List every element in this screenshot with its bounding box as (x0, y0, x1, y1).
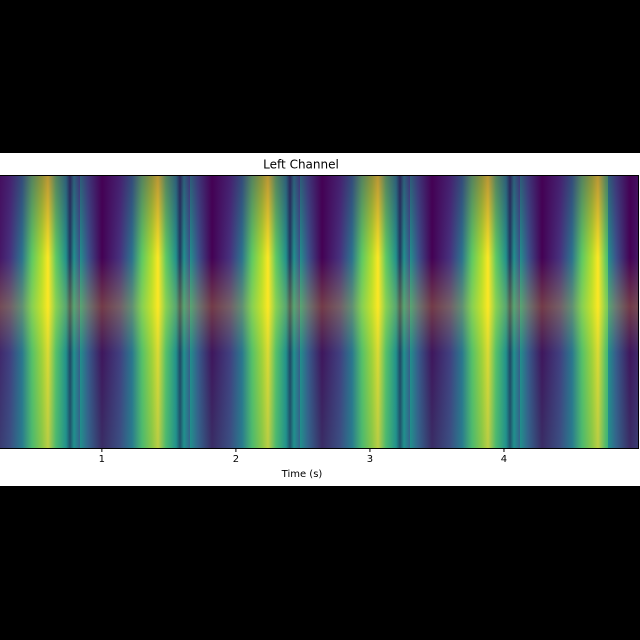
x-tick-label: 3 (367, 454, 373, 465)
x-axis-label: Time (s) (281, 469, 323, 480)
spectrogram-image (0, 175, 639, 449)
chart-title: Left Channel (263, 158, 339, 172)
x-tick-label: 1 (99, 454, 105, 465)
x-tick-label: 2 (233, 454, 239, 465)
x-tick-label: 4 (501, 454, 507, 465)
